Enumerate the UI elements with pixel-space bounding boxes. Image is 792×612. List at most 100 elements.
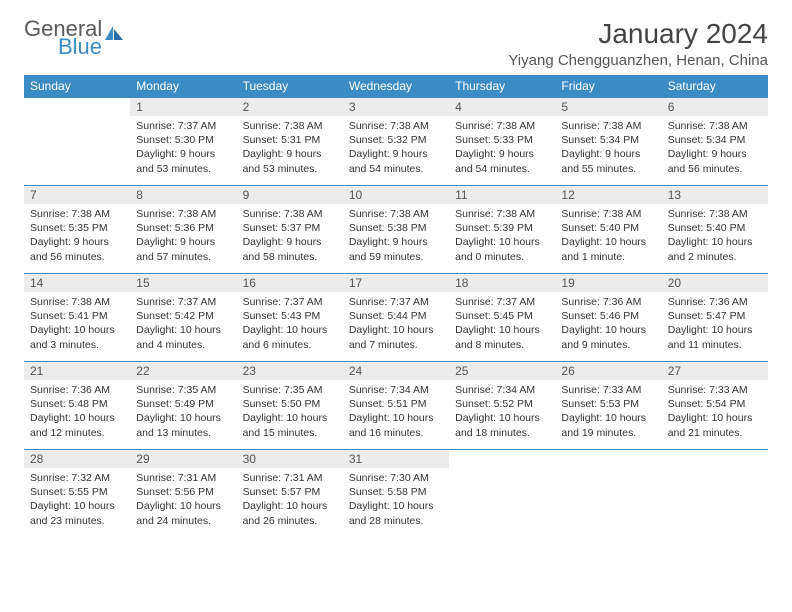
day-number: 30 — [237, 450, 343, 468]
day-d1: Daylight: 10 hours — [349, 499, 443, 513]
day-d1: Daylight: 10 hours — [136, 499, 230, 513]
calendar-day-cell: 23Sunrise: 7:35 AMSunset: 5:50 PMDayligh… — [237, 362, 343, 450]
title-block: January 2024 Yiyang Chengguanzhen, Henan… — [508, 18, 768, 69]
day-details: Sunrise: 7:34 AMSunset: 5:52 PMDaylight:… — [449, 380, 555, 444]
day-ss: Sunset: 5:34 PM — [561, 133, 655, 147]
day-number: 9 — [237, 186, 343, 204]
day-d1: Daylight: 10 hours — [561, 411, 655, 425]
day-d2: and 21 minutes. — [668, 426, 762, 440]
day-d2: and 1 minute. — [561, 250, 655, 264]
day-number: 14 — [24, 274, 130, 292]
day-d1: Daylight: 10 hours — [668, 235, 762, 249]
location-subtitle: Yiyang Chengguanzhen, Henan, China — [508, 52, 768, 69]
day-details: Sunrise: 7:38 AMSunset: 5:35 PMDaylight:… — [24, 204, 130, 268]
day-d2: and 11 minutes. — [668, 338, 762, 352]
day-ss: Sunset: 5:35 PM — [30, 221, 124, 235]
day-d2: and 9 minutes. — [561, 338, 655, 352]
day-d1: Daylight: 10 hours — [455, 323, 549, 337]
calendar-day-cell: 26Sunrise: 7:33 AMSunset: 5:53 PMDayligh… — [555, 362, 661, 450]
calendar-day-cell: 24Sunrise: 7:34 AMSunset: 5:51 PMDayligh… — [343, 362, 449, 450]
calendar-day-cell: 14Sunrise: 7:38 AMSunset: 5:41 PMDayligh… — [24, 274, 130, 362]
day-d2: and 26 minutes. — [243, 514, 337, 528]
calendar-day-cell: 11Sunrise: 7:38 AMSunset: 5:39 PMDayligh… — [449, 186, 555, 274]
day-sr: Sunrise: 7:34 AM — [455, 383, 549, 397]
day-sr: Sunrise: 7:33 AM — [561, 383, 655, 397]
day-d2: and 18 minutes. — [455, 426, 549, 440]
day-d2: and 4 minutes. — [136, 338, 230, 352]
day-ss: Sunset: 5:40 PM — [561, 221, 655, 235]
day-number: 4 — [449, 98, 555, 116]
day-sr: Sunrise: 7:36 AM — [561, 295, 655, 309]
day-ss: Sunset: 5:49 PM — [136, 397, 230, 411]
day-d1: Daylight: 9 hours — [561, 147, 655, 161]
day-d1: Daylight: 10 hours — [30, 411, 124, 425]
day-details: Sunrise: 7:36 AMSunset: 5:48 PMDaylight:… — [24, 380, 130, 444]
day-details: Sunrise: 7:36 AMSunset: 5:46 PMDaylight:… — [555, 292, 661, 356]
calendar-week-row: 21Sunrise: 7:36 AMSunset: 5:48 PMDayligh… — [24, 362, 768, 450]
day-sr: Sunrise: 7:35 AM — [243, 383, 337, 397]
day-details: Sunrise: 7:38 AMSunset: 5:39 PMDaylight:… — [449, 204, 555, 268]
day-ss: Sunset: 5:51 PM — [349, 397, 443, 411]
day-details: Sunrise: 7:33 AMSunset: 5:53 PMDaylight:… — [555, 380, 661, 444]
day-d2: and 53 minutes. — [136, 162, 230, 176]
calendar-day-cell: 8Sunrise: 7:38 AMSunset: 5:36 PMDaylight… — [130, 186, 236, 274]
day-d2: and 13 minutes. — [136, 426, 230, 440]
calendar-day-cell: 9Sunrise: 7:38 AMSunset: 5:37 PMDaylight… — [237, 186, 343, 274]
day-d2: and 0 minutes. — [455, 250, 549, 264]
weekday-header: Sunday — [24, 75, 130, 98]
day-number: 7 — [24, 186, 130, 204]
day-sr: Sunrise: 7:38 AM — [349, 119, 443, 133]
day-details: Sunrise: 7:30 AMSunset: 5:58 PMDaylight:… — [343, 468, 449, 532]
day-details: Sunrise: 7:38 AMSunset: 5:40 PMDaylight:… — [555, 204, 661, 268]
calendar-day-cell: 12Sunrise: 7:38 AMSunset: 5:40 PMDayligh… — [555, 186, 661, 274]
day-sr: Sunrise: 7:37 AM — [136, 119, 230, 133]
day-d1: Daylight: 10 hours — [349, 411, 443, 425]
day-ss: Sunset: 5:38 PM — [349, 221, 443, 235]
day-ss: Sunset: 5:55 PM — [30, 485, 124, 499]
day-d1: Daylight: 10 hours — [561, 323, 655, 337]
day-d1: Daylight: 10 hours — [243, 411, 337, 425]
day-d1: Daylight: 10 hours — [243, 323, 337, 337]
calendar-day-cell: 25Sunrise: 7:34 AMSunset: 5:52 PMDayligh… — [449, 362, 555, 450]
day-ss: Sunset: 5:52 PM — [455, 397, 549, 411]
day-d1: Daylight: 10 hours — [561, 235, 655, 249]
day-number: 26 — [555, 362, 661, 380]
calendar-day-cell — [555, 450, 661, 538]
day-details: Sunrise: 7:36 AMSunset: 5:47 PMDaylight:… — [662, 292, 768, 356]
calendar-day-cell — [662, 450, 768, 538]
day-ss: Sunset: 5:41 PM — [30, 309, 124, 323]
day-ss: Sunset: 5:32 PM — [349, 133, 443, 147]
calendar-week-row: 14Sunrise: 7:38 AMSunset: 5:41 PMDayligh… — [24, 274, 768, 362]
calendar-day-cell: 15Sunrise: 7:37 AMSunset: 5:42 PMDayligh… — [130, 274, 236, 362]
day-number: 29 — [130, 450, 236, 468]
day-d1: Daylight: 9 hours — [668, 147, 762, 161]
day-d2: and 28 minutes. — [349, 514, 443, 528]
day-sr: Sunrise: 7:31 AM — [243, 471, 337, 485]
day-d1: Daylight: 10 hours — [136, 323, 230, 337]
day-sr: Sunrise: 7:38 AM — [243, 119, 337, 133]
day-d1: Daylight: 9 hours — [243, 147, 337, 161]
day-details: Sunrise: 7:31 AMSunset: 5:57 PMDaylight:… — [237, 468, 343, 532]
day-details: Sunrise: 7:38 AMSunset: 5:36 PMDaylight:… — [130, 204, 236, 268]
day-number: 1 — [130, 98, 236, 116]
day-details: Sunrise: 7:38 AMSunset: 5:33 PMDaylight:… — [449, 116, 555, 180]
day-number: 15 — [130, 274, 236, 292]
day-number: 6 — [662, 98, 768, 116]
calendar-day-cell: 16Sunrise: 7:37 AMSunset: 5:43 PMDayligh… — [237, 274, 343, 362]
day-d2: and 57 minutes. — [136, 250, 230, 264]
month-title: January 2024 — [508, 18, 768, 50]
day-number: 17 — [343, 274, 449, 292]
day-d1: Daylight: 9 hours — [455, 147, 549, 161]
day-details: Sunrise: 7:38 AMSunset: 5:31 PMDaylight:… — [237, 116, 343, 180]
day-d2: and 24 minutes. — [136, 514, 230, 528]
day-ss: Sunset: 5:42 PM — [136, 309, 230, 323]
day-details: Sunrise: 7:37 AMSunset: 5:30 PMDaylight:… — [130, 116, 236, 180]
calendar-day-cell: 18Sunrise: 7:37 AMSunset: 5:45 PMDayligh… — [449, 274, 555, 362]
calendar-week-row: 28Sunrise: 7:32 AMSunset: 5:55 PMDayligh… — [24, 450, 768, 538]
day-sr: Sunrise: 7:38 AM — [668, 207, 762, 221]
day-sr: Sunrise: 7:38 AM — [30, 207, 124, 221]
day-sr: Sunrise: 7:35 AM — [136, 383, 230, 397]
calendar-week-row: 1Sunrise: 7:37 AMSunset: 5:30 PMDaylight… — [24, 98, 768, 186]
day-sr: Sunrise: 7:38 AM — [349, 207, 443, 221]
day-d2: and 12 minutes. — [30, 426, 124, 440]
